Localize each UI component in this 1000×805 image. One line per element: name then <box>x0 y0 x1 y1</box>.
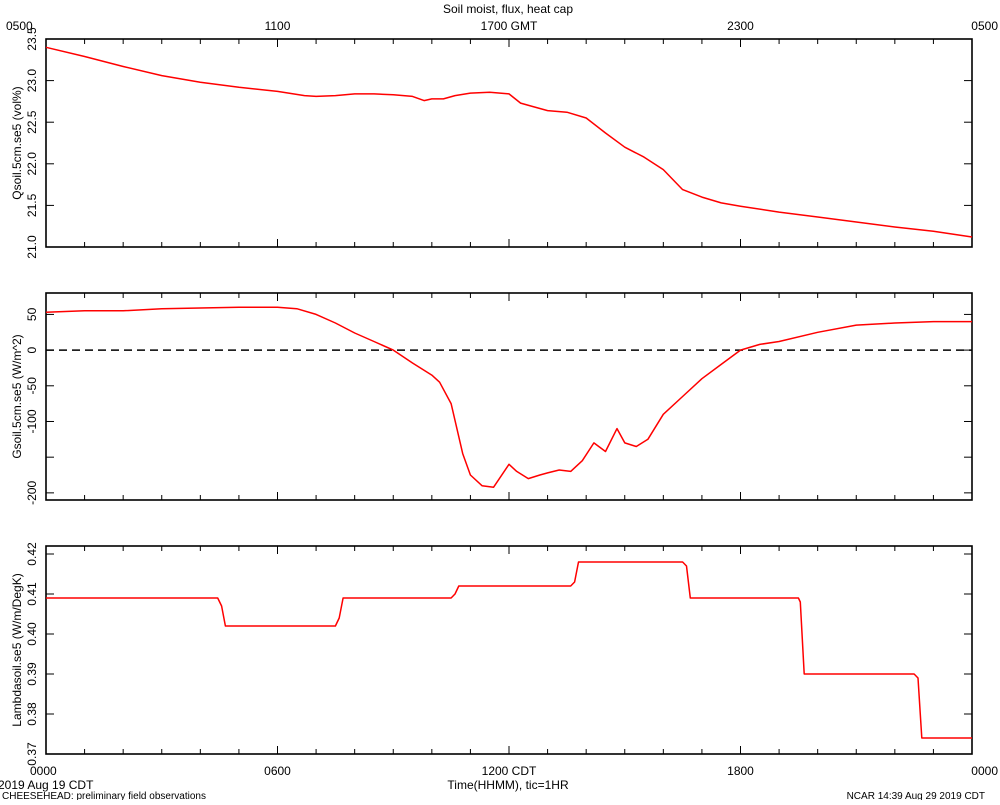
panel-frame-3 <box>45 545 973 755</box>
bottom-tick-label: 0600 <box>264 764 291 778</box>
timestamp-label: NCAR 14:39 Aug 29 2019 CDT <box>847 791 985 800</box>
top-tick-label: 1700 GMT <box>481 19 538 33</box>
x-axis-title: Time(HHMM), tic=1HR <box>447 778 569 792</box>
y-tick-label: 0.42 <box>25 542 39 566</box>
bottom-tick-label: 0000 <box>971 764 998 778</box>
series-line-2 <box>45 306 972 488</box>
y-axis-title-2: Gsoil.5cm.se5 (W/m^2) <box>10 334 24 458</box>
panel-frame-2 <box>45 292 973 501</box>
y-tick-label: 0 <box>25 346 39 353</box>
project-label: CHEESEHEAD: preliminary field observatio… <box>2 791 206 800</box>
y-tick-label: 0.41 <box>25 582 39 606</box>
y-tick-label: 0.39 <box>25 662 39 686</box>
panel-frame-1 <box>45 38 973 248</box>
y-tick-label: 21.0 <box>25 235 39 259</box>
y-tick-label: -100 <box>25 409 39 433</box>
y-tick-label: 22.0 <box>25 152 39 176</box>
top-tick-label: 1100 <box>265 19 291 33</box>
y-tick-label: 50 <box>25 307 39 321</box>
y-tick-label: 21.5 <box>25 193 39 217</box>
y-tick-label: 23.0 <box>25 69 39 93</box>
chart-title: Soil moist, flux, heat cap <box>443 2 573 16</box>
top-tick-label: 0500 <box>6 19 33 33</box>
series-line-1 <box>45 46 973 238</box>
bottom-tick-label: 1200 CDT <box>482 764 537 778</box>
date-label: 2019 Aug 19 CDT <box>0 778 94 792</box>
y-tick-label: 22.5 <box>25 110 39 134</box>
y-tick-label: 0.37 <box>25 742 39 766</box>
y-tick-label: 0.40 <box>25 622 39 646</box>
y-axis-title-1: Qsoil.5cm.se5 (vol%) <box>10 86 24 199</box>
top-tick-label: 0500 <box>971 19 998 33</box>
y-tick-label: -50 <box>25 377 39 395</box>
bottom-tick-label: 0000 <box>30 764 57 778</box>
y-tick-label: 0.38 <box>25 702 39 726</box>
y-axis-title-3: Lambdasoil.se5 (W/m/DegK) <box>10 573 24 726</box>
bottom-tick-label: 1800 <box>727 764 754 778</box>
y-tick-label: 23.5 <box>25 27 39 51</box>
series-line-3 <box>46 561 972 739</box>
y-tick-label: -200 <box>25 481 39 505</box>
top-tick-label: 2300 <box>727 19 754 33</box>
